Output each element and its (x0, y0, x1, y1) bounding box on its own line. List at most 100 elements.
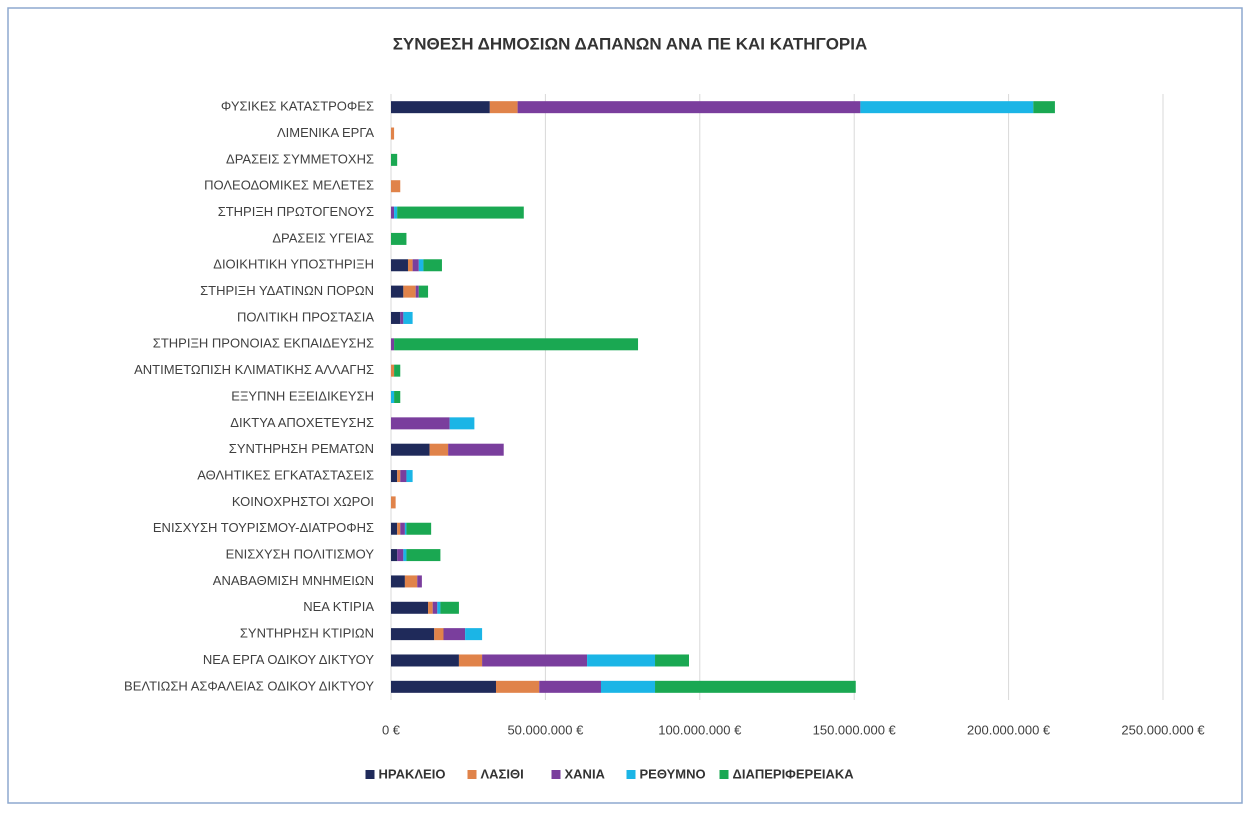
y-tick-label: ΣΤΗΡΙΞΗ ΥΔΑΤΙΝΩΝ ΠΟΡΩΝ (200, 283, 374, 298)
y-tick-label: ΠΟΛΕΟΔΟΜΙΚΕΣ ΜΕΛΕΤΕΣ (204, 178, 374, 193)
y-tick-label: ΣΤΗΡΙΞΗ ΠΡΟΝΟΙΑΣ ΕΚΠΑΙΔΕΥΣΗΣ (153, 336, 374, 351)
legend-swatch (365, 770, 375, 779)
bar-segment (517, 101, 861, 114)
bar-segment (391, 153, 398, 166)
x-tick-label: 50.000.000 € (507, 722, 584, 737)
bar-segment (397, 522, 401, 535)
x-tick-label: 150.000.000 € (813, 722, 897, 737)
y-tick-label: ΝΕΑ ΕΡΓΑ ΟΔΙΚΟΥ ΔΙΚΤΥΟΥ (203, 652, 374, 667)
bar-segment (403, 549, 407, 562)
bar-segment (495, 680, 540, 693)
y-tick-label: ΒΕΛΤΙΩΣΗ ΑΣΦΑΛΕΙΑΣ ΟΔΙΚΟΥ ΔΙΚΤΥΟΥ (124, 678, 374, 693)
bar-segment (400, 522, 405, 535)
bar-segment (391, 628, 435, 641)
bar-segment (406, 522, 432, 535)
bar-segment (440, 601, 459, 614)
legend-label: ΛΑΣΙΘΙ (481, 766, 524, 781)
legend-label: ΡΕΘΥΜΝΟ (640, 766, 706, 781)
y-tick-label: ΛΙΜΕΝΙΚΑ ΕΡΓΑ (277, 125, 374, 140)
bar-segment (391, 680, 496, 693)
bar-segment (428, 601, 433, 614)
bar-segment (465, 628, 483, 641)
y-tick-label: ΔΡΑΣΕΙΣ ΥΓΕΙΑΣ (272, 230, 374, 245)
bar-segment (449, 417, 475, 430)
bar-segment (434, 628, 444, 641)
bar-segment (391, 285, 404, 298)
x-tick-label: 200.000.000 € (967, 722, 1051, 737)
bar-segment (418, 259, 424, 272)
y-tick-label: ΦΥΣΙΚΕΣ ΚΑΤΑΣΤΡΟΦΕΣ (221, 99, 374, 114)
y-tick-label: ΝΕΑ ΚΤΙΡΙΑ (303, 599, 374, 614)
bar-segment (539, 680, 601, 693)
legend-label: ΧΑΝΙΑ (565, 766, 606, 781)
bar-segment (400, 470, 407, 483)
bar-segment (655, 680, 856, 693)
bar-segment (391, 601, 429, 614)
legend-label: ΔΙΑΠΕΡΙΦΕΡΕΙΑΚΑ (733, 766, 855, 781)
bar-segment (587, 654, 656, 667)
legend-swatch (719, 770, 729, 779)
bar-segment (403, 311, 413, 324)
chart-title: ΣΥΝΘΕΣΗ ΔΗΜΟΣΙΩΝ ΔΑΠΑΝΩΝ ΑΝΑ ΠΕ ΚΑΙ ΚΑΤΗ… (393, 34, 868, 53)
bar-segment (394, 206, 398, 219)
bar-segment (655, 654, 689, 667)
bar-segment (391, 206, 395, 219)
legend-swatch (626, 770, 636, 779)
bar-segment (403, 285, 416, 298)
bar-segment (391, 180, 401, 193)
y-tick-label: ΣΥΝΤΗΡΗΣΗ ΡΕΜΑΤΩΝ (229, 441, 374, 456)
x-tick-label: 100.000.000 € (658, 722, 742, 737)
bar-segment (394, 338, 639, 351)
bar-segment (391, 470, 398, 483)
y-tick-label: ΔΡΑΣΕΙΣ ΣΥΜΜΕΤΟΧΗΣ (226, 151, 374, 166)
bar-segment (406, 470, 413, 483)
bar-segment (458, 654, 483, 667)
bar-segment (391, 364, 395, 377)
bar-segment (1033, 101, 1055, 114)
bar-segment (412, 259, 419, 272)
x-tick-label: 0 € (382, 722, 401, 737)
chart-frame (7, 7, 1243, 804)
x-tick-label: 250.000.000 € (1121, 722, 1205, 737)
bar-segment (391, 127, 395, 140)
bar-segment (418, 285, 429, 298)
bar-segment (482, 654, 588, 667)
bar-segment (391, 496, 396, 509)
y-tick-label: ΑΝΑΒΑΘΜΙΣΗ ΜΝΗΜΕΙΩΝ (213, 573, 374, 588)
bar-segment (443, 628, 466, 641)
y-tick-label: ΣΤΗΡΙΞΗ ΠΡΩΤΟΓΕΝΟΥΣ (218, 204, 374, 219)
bar-segment (860, 101, 1034, 114)
y-tick-label: ΣΥΝΤΗΡΗΣΗ ΚΤΙΡΙΩΝ (240, 626, 374, 641)
bar-segment (417, 575, 422, 588)
legend-label: ΗΡΑΚΛΕΙΟ (379, 766, 446, 781)
bar-segment (397, 206, 524, 219)
bar-segment (394, 391, 401, 403)
bar-segment (429, 443, 449, 456)
bar-segment (406, 549, 441, 562)
legend-swatch (551, 770, 561, 779)
y-tick-label: ΔΙΚΤΥΑ ΑΠΟΧΕΤΕΥΣΗΣ (230, 415, 374, 430)
bar-segment (391, 311, 401, 324)
bar-segment (489, 101, 518, 114)
bar-segment (404, 575, 418, 588)
bar-segment (394, 364, 401, 377)
bar-segment (407, 259, 413, 272)
y-tick-label: ΑΝΤΙΜΕΤΩΠΙΣΗ ΚΛΙΜΑΤΙΚΗΣ ΑΛΛΑΓΗΣ (134, 362, 374, 377)
bar-segment (391, 232, 407, 245)
bar-segment (415, 285, 419, 298)
bar-segment (391, 338, 395, 351)
bar-segment (391, 549, 398, 562)
bar-segment (391, 101, 490, 114)
bar-segment (404, 522, 407, 535)
y-tick-label: ΕΝΙΣΧΥΣΗ ΠΟΛΙΤΙΣΜΟΥ (226, 547, 375, 562)
y-tick-label: ΕΞΥΠΝΗ ΕΞΕΙΔΙΚΕΥΣΗ (231, 388, 374, 403)
bar-segment (437, 601, 441, 614)
bar-segment (432, 601, 438, 614)
bar-segment (391, 417, 450, 430)
y-tick-label: ΑΘΛΗΤΙΚΕΣ ΕΓΚΑΤΑΣΤΑΣΕΙΣ (197, 467, 374, 482)
bar-segment (391, 391, 395, 403)
bar-segment (391, 443, 430, 456)
bar-segment (397, 549, 404, 562)
y-tick-label: ΔΙΟΙΚΗΤΙΚΗ ΥΠΟΣΤΗΡΙΞΗ (213, 257, 374, 272)
